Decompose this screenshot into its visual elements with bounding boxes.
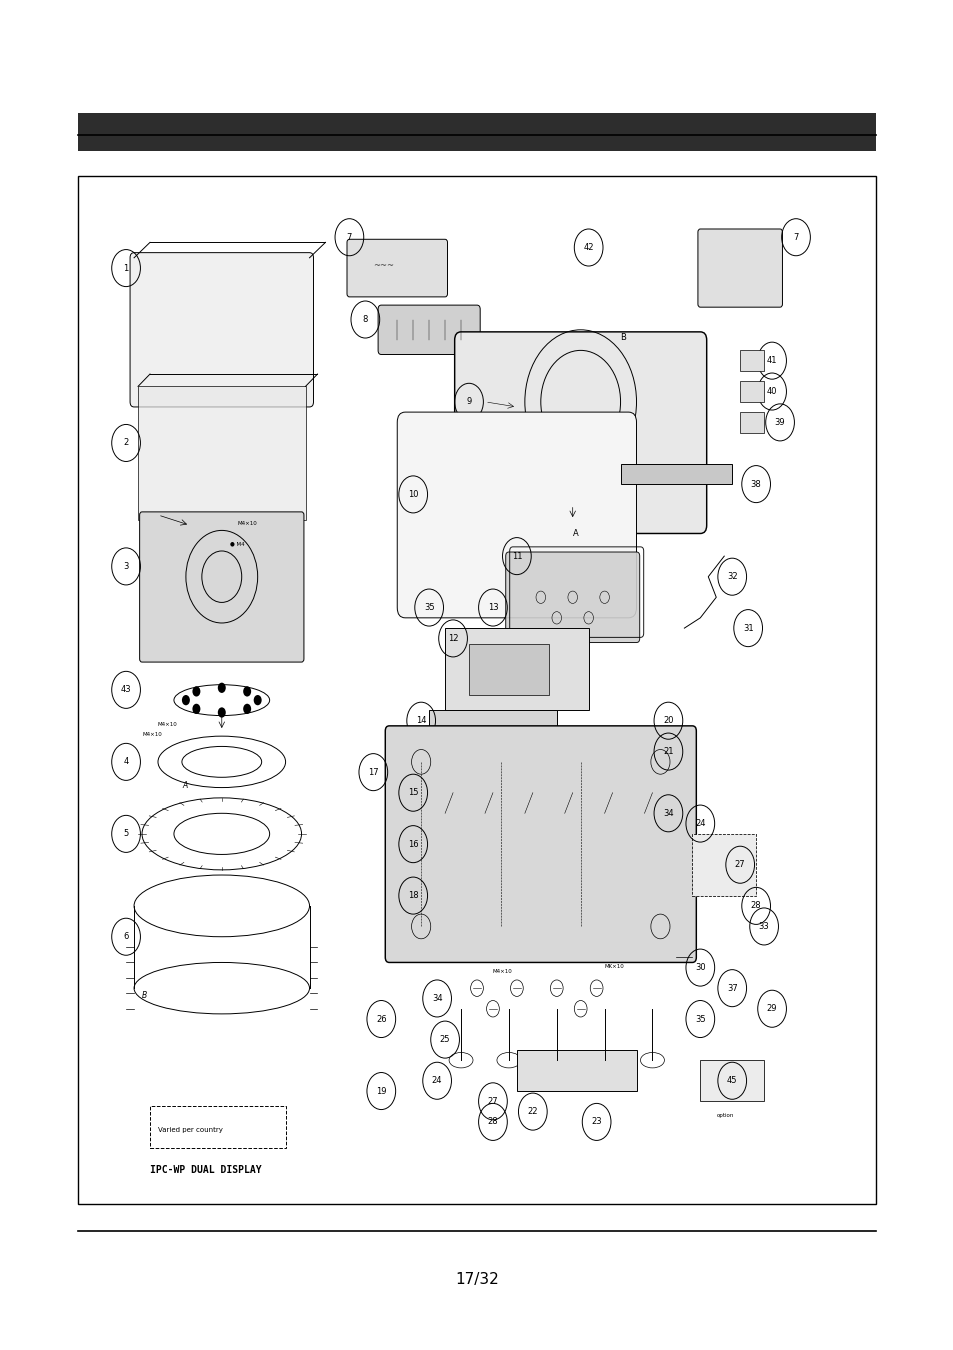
Text: A: A [572, 529, 578, 537]
Text: 34: 34 [662, 809, 673, 818]
Bar [540, 443, 619, 485]
Circle shape [182, 695, 190, 705]
Text: 19: 19 [375, 1087, 386, 1096]
Text: ● M4: ● M4 [230, 541, 244, 547]
Bar [429, 710, 557, 783]
FancyBboxPatch shape [396, 412, 636, 618]
Text: 1: 1 [123, 263, 129, 273]
Text: 28: 28 [750, 902, 760, 910]
Circle shape [550, 506, 562, 524]
Text: 16: 16 [408, 840, 418, 849]
Text: 22: 22 [527, 1107, 537, 1116]
Text: 42: 42 [583, 243, 594, 252]
Text: 6: 6 [123, 933, 129, 941]
Bar [78, 176, 875, 1204]
Circle shape [598, 506, 610, 524]
Text: 32: 32 [726, 572, 737, 582]
Text: 23: 23 [591, 1118, 601, 1126]
Text: 34: 34 [432, 994, 442, 1003]
Bar [692, 834, 756, 895]
Circle shape [193, 686, 200, 697]
Bar [700, 1060, 763, 1102]
FancyBboxPatch shape [455, 332, 706, 533]
Text: 9: 9 [466, 397, 471, 406]
Text: 35: 35 [695, 1015, 705, 1023]
Text: IPC-WP DUAL DISPLAY: IPC-WP DUAL DISPLAY [150, 1165, 261, 1176]
Text: 31: 31 [742, 624, 753, 633]
FancyBboxPatch shape [505, 552, 639, 643]
Bar [740, 381, 763, 402]
Bar [469, 644, 548, 695]
Circle shape [243, 703, 251, 714]
Circle shape [217, 707, 226, 718]
Text: 12: 12 [447, 634, 457, 643]
Bar [78, 113, 875, 151]
Text: 15: 15 [408, 788, 418, 798]
Text: 25: 25 [439, 1035, 450, 1044]
Text: 11: 11 [511, 552, 521, 560]
Text: 17: 17 [368, 768, 378, 776]
Text: 20: 20 [662, 717, 673, 725]
Text: M4×10: M4×10 [237, 521, 257, 526]
FancyBboxPatch shape [377, 305, 479, 355]
Circle shape [243, 686, 251, 697]
Text: 38: 38 [750, 479, 760, 489]
Text: MK×10: MK×10 [604, 964, 623, 968]
Text: ~~~: ~~~ [373, 261, 394, 270]
Text: 40: 40 [766, 387, 777, 396]
Text: 18: 18 [408, 891, 418, 900]
Bar [445, 628, 588, 710]
Text: 37: 37 [726, 984, 737, 992]
Text: 26: 26 [375, 1015, 386, 1023]
FancyBboxPatch shape [385, 726, 696, 963]
Circle shape [253, 695, 261, 705]
Text: 29: 29 [766, 1004, 777, 1014]
Text: 13: 13 [487, 603, 497, 612]
Text: 5: 5 [123, 829, 129, 838]
Text: 35: 35 [423, 603, 434, 612]
Text: M4×10: M4×10 [158, 722, 177, 726]
Text: M4×10: M4×10 [142, 732, 162, 737]
Bar [740, 351, 763, 371]
Bar [150, 1107, 285, 1148]
Text: 45: 45 [726, 1076, 737, 1085]
Text: A: A [182, 780, 187, 790]
Text: 21: 21 [662, 747, 673, 756]
Circle shape [193, 703, 200, 714]
Text: 10: 10 [408, 490, 418, 500]
Text: 41: 41 [766, 356, 777, 365]
Text: 24: 24 [432, 1076, 442, 1085]
Text: 4: 4 [123, 757, 129, 767]
Text: 14: 14 [416, 717, 426, 725]
Text: 7: 7 [346, 232, 352, 242]
Bar [740, 412, 763, 432]
Text: 24: 24 [695, 819, 705, 828]
Text: 7: 7 [793, 232, 798, 242]
Text: 43: 43 [121, 686, 132, 694]
FancyBboxPatch shape [139, 512, 304, 662]
Text: 28: 28 [487, 1118, 497, 1126]
Circle shape [217, 683, 226, 693]
Text: 17/32: 17/32 [455, 1272, 498, 1288]
Text: B: B [619, 333, 626, 342]
Text: 30: 30 [695, 963, 705, 972]
Text: 39: 39 [774, 418, 784, 427]
Bar [517, 1050, 636, 1091]
Text: Varied per country: Varied per country [158, 1127, 223, 1133]
Circle shape [574, 506, 586, 524]
Text: option: option [716, 1112, 733, 1118]
Text: 3: 3 [123, 562, 129, 571]
Text: 27: 27 [734, 860, 744, 869]
Bar [619, 463, 732, 485]
Text: 27: 27 [487, 1096, 497, 1106]
Text: B: B [142, 991, 147, 1000]
FancyBboxPatch shape [130, 252, 314, 406]
Bar [138, 386, 305, 520]
Text: 8: 8 [362, 315, 368, 324]
Text: 33: 33 [758, 922, 769, 931]
FancyBboxPatch shape [698, 230, 781, 308]
FancyBboxPatch shape [347, 239, 447, 297]
Text: 2: 2 [123, 439, 129, 447]
Text: M4×10: M4×10 [493, 969, 512, 973]
